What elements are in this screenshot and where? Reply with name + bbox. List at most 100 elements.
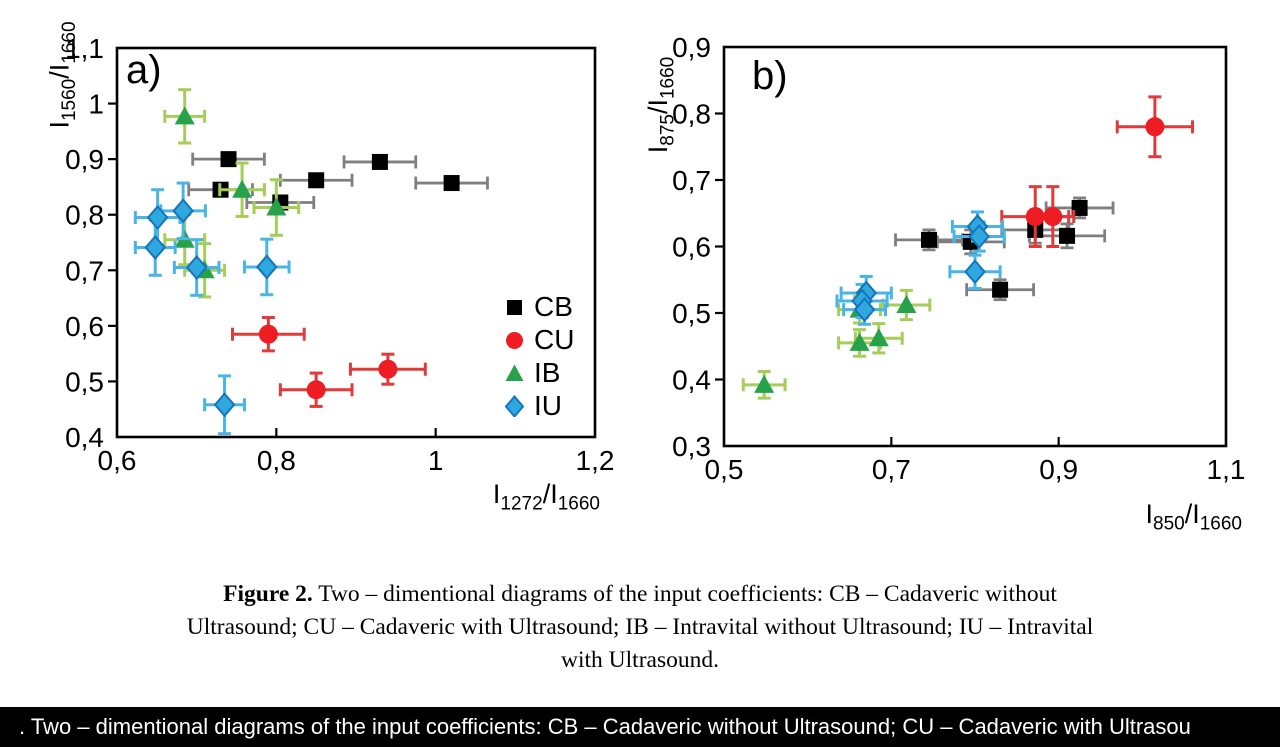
data-point-ib	[754, 374, 775, 393]
panel-a-y-axis-title: I1560/I1660	[45, 0, 81, 168]
y-title-b-sub1: 875	[657, 114, 679, 146]
y-tick-label: 0,4	[672, 365, 711, 396]
y-tick-label: 1	[88, 89, 104, 120]
legend-item-iu: IU	[504, 391, 574, 421]
x-tick-label: 0,5	[705, 454, 744, 485]
data-point-cu	[258, 324, 278, 344]
x-tick-label: 0,6	[98, 445, 137, 476]
data-point-iu	[213, 392, 236, 418]
y-title-b-sub2: 1660	[657, 56, 679, 100]
caption-line-1-text: Two – dimentional diagrams of the input …	[312, 581, 1057, 607]
data-point-iu	[144, 234, 167, 261]
cu-circle-icon	[506, 332, 523, 349]
panel-a-x-axis-title: I1272/I1660	[420, 479, 600, 515]
y-tick-label: 0,3	[672, 431, 711, 462]
y-title-b-base: I	[643, 145, 673, 154]
data-point-cu	[306, 380, 326, 400]
y-title-a-sub2: 1660	[58, 21, 80, 64]
y-tick-label: 0,7	[672, 165, 711, 196]
legend-label-cb: CB	[534, 291, 573, 322]
data-point-cu	[378, 359, 398, 379]
legend-item-cb: CB	[504, 292, 574, 322]
data-point-ib	[868, 328, 889, 347]
x-title-b-sub2: 1660	[1199, 513, 1242, 535]
x-tick-label: 1,2	[576, 445, 615, 476]
data-point-cb	[443, 175, 460, 192]
data-point-cb	[220, 151, 237, 168]
panel-a-chart: 0,6 0,8 1 1,2 1,1 1 0,9 0,8 0,7 0,6 0,5 0,4	[65, 33, 615, 476]
data-point-cb	[308, 172, 325, 189]
data-point-ib	[849, 332, 870, 351]
data-point-ib	[232, 179, 253, 198]
x-title-a-sub2: 1660	[557, 493, 600, 515]
x-title-a-sub1: 1272	[500, 493, 543, 515]
caption-line-1: Figure 2. Two – dimentional diagrams of …	[0, 578, 1280, 611]
plot-border	[115, 46, 597, 439]
y-tick-label: 0,6	[65, 311, 104, 342]
data-point-cb	[1059, 227, 1076, 244]
y-tick-label: 0,4	[65, 422, 104, 453]
x-title-a-base: I	[492, 479, 501, 509]
caption-line-2: Ultrasound; CU – Cadaveric with Ultrasou…	[186, 614, 1094, 640]
y-tick-label: 0,6	[672, 232, 711, 263]
y-title-a-base: I	[44, 121, 75, 129]
panel-a-label: a)	[126, 48, 162, 92]
caption-line-3: with Ultrasound.	[561, 647, 719, 673]
iu-diamond-icon	[504, 395, 525, 417]
legend: CB CU IB IU	[504, 292, 574, 424]
data-point-iu	[146, 204, 169, 231]
data-point-ib	[266, 197, 287, 216]
caption-figure-label: Figure 2.	[223, 581, 313, 607]
panel-b-label: b)	[752, 54, 788, 98]
y-tick-label: 0,5	[672, 298, 711, 329]
x-tick-label: 0,9	[1039, 454, 1078, 485]
panel-b-y-axis-title: I875/I1660	[643, 15, 679, 195]
figure-caption: Figure 2. Two – dimentional diagrams of …	[0, 578, 1280, 677]
data-point-cb	[992, 281, 1009, 298]
data-point-cb	[1071, 199, 1088, 216]
data-point-cu	[1025, 207, 1045, 227]
data-point-ib	[174, 106, 195, 125]
x-tick-label: 0,8	[257, 445, 296, 476]
y-title-a-sub1: 1560	[58, 78, 80, 122]
legend-item-cu: CU	[504, 325, 574, 355]
data-point-iu	[968, 223, 991, 250]
x-tick-label: 1	[428, 445, 444, 476]
y-title-a-base2: /I	[44, 63, 75, 79]
x-title-b-base2: /I	[1184, 499, 1200, 529]
x-title-a-base2: /I	[542, 479, 558, 509]
y-tick-label: 0,7	[65, 255, 104, 286]
data-point-iu	[853, 297, 876, 323]
data-point-iu	[964, 259, 986, 285]
y-title-b-base2: /I	[643, 99, 673, 115]
bottom-caption-bar: . Two – dimentional diagrams of the inpu…	[0, 707, 1280, 747]
x-tick-label: 1,1	[1207, 454, 1246, 485]
data-point-cu	[1043, 207, 1063, 227]
panel-b-x-axis-title: I850/I1660	[1062, 499, 1242, 535]
data-point-iu	[255, 254, 278, 280]
data-point-iu	[172, 198, 194, 224]
data-point-ib	[896, 295, 917, 314]
data-point-cb	[920, 231, 937, 248]
legend-label-ib: IB	[534, 357, 561, 388]
data-point-cb	[371, 153, 388, 170]
y-tick-label: 0,9	[672, 32, 711, 63]
bottom-caption-text: . Two – dimentional diagrams of the inpu…	[19, 714, 1191, 739]
y-tick-label: 0,8	[65, 200, 104, 231]
y-tick-label: 0,9	[65, 144, 104, 175]
y-tick-label: 1,1	[65, 33, 104, 64]
legend-label-cu: CU	[534, 324, 575, 355]
x-title-b-base: I	[1145, 499, 1153, 529]
x-title-b-sub1: 850	[1153, 513, 1185, 535]
panel-b-chart: 0,5 0,7 0,9 1,1 0,9 0,8 0,7 0,6 0,5 0,4 0,3	[672, 32, 1246, 485]
cb-square-icon	[507, 300, 522, 315]
ib-triangle-icon	[505, 364, 524, 381]
legend-item-ib: IB	[504, 358, 574, 388]
data-point-cu	[1145, 117, 1165, 137]
x-tick-label: 0,7	[872, 454, 911, 485]
data-point-iu	[185, 254, 208, 281]
legend-label-iu: IU	[534, 390, 562, 421]
y-tick-label: 0,5	[65, 366, 104, 397]
y-tick-label: 0,8	[672, 99, 711, 130]
